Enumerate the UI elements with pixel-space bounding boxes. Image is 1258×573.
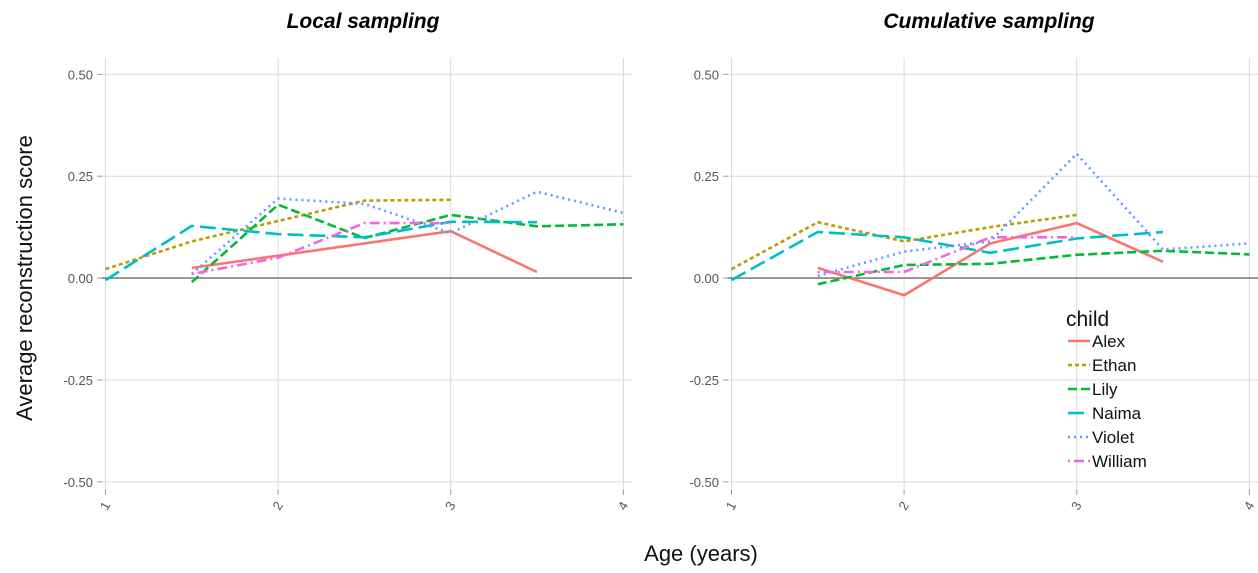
legend-label-william: William (1092, 452, 1147, 471)
series-line-alex (191, 229, 538, 274)
panel-local-sampling: Local sampling 1 2 3 4 0.50 0.25 0.00 -0.25 -0.50 (63, 10, 632, 513)
series-line-ethan (105, 198, 451, 271)
panel-title: Cumulative sampling (883, 10, 1094, 33)
y-tick-label: -0.25 (63, 373, 93, 388)
y-tick-label: -0.25 (689, 373, 719, 388)
x-tick-label: 3 (1068, 499, 1085, 513)
series-line-alex (817, 221, 1164, 297)
series-line-lily (190, 203, 624, 284)
x-axis-title: Age (years) (644, 541, 758, 566)
x-tick-label: 3 (442, 499, 459, 513)
x-tick-label: 2 (895, 499, 912, 513)
series-line-naima (730, 230, 1164, 282)
y-tick-label: -0.50 (63, 475, 93, 490)
series-line-naima (104, 220, 538, 282)
series-line-lily (817, 249, 1250, 286)
series-line-violet (817, 152, 1250, 278)
legend-label-violet: Violet (1092, 428, 1134, 447)
x-tick-label: 2 (269, 499, 286, 513)
x-tick-label: 1 (723, 499, 740, 513)
y-tick-label: -0.50 (689, 475, 719, 490)
series-line-william (817, 236, 1077, 274)
series-line-william (191, 221, 451, 276)
y-tick-label: 0.50 (694, 67, 719, 82)
legend-label-lily: Lily (1092, 380, 1118, 399)
legend-title: child (1066, 308, 1109, 331)
series-line-violet (190, 190, 624, 275)
y-tick-label: 0.00 (694, 271, 719, 286)
y-tick-label: 0.00 (68, 271, 93, 286)
x-tick-label: 1 (97, 499, 114, 513)
legend-label-naima: Naima (1092, 404, 1142, 423)
panel-cumulative-sampling: Cumulative sampling 1 2 3 4 0.50 0.25 0.00 -0.25… (689, 10, 1258, 513)
x-tick-label: 4 (615, 499, 632, 513)
x-tick-label: 4 (1241, 499, 1258, 513)
series-line-ethan (730, 213, 1077, 271)
y-tick-label: 0.25 (694, 169, 719, 184)
legend-label-alex: Alex (1092, 332, 1126, 351)
y-tick-label: 0.25 (68, 169, 93, 184)
y-axis-title: Average reconstruction score (12, 135, 37, 421)
panel-title: Local sampling (287, 10, 440, 33)
legend-label-ethan: Ethan (1092, 356, 1136, 375)
y-tick-label: 0.50 (68, 67, 93, 82)
